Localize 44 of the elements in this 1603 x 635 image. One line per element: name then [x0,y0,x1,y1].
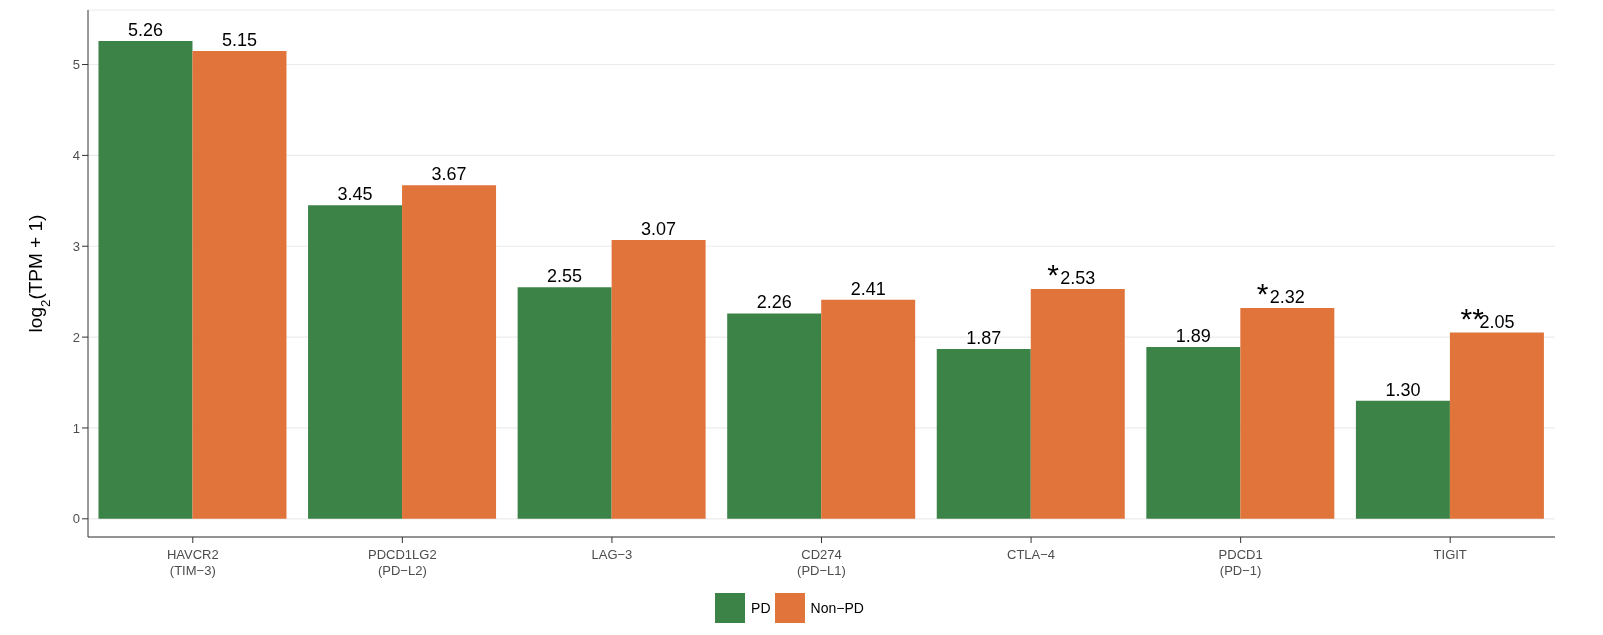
data-label: 2.55 [547,266,583,287]
legend-label: PD [751,600,771,616]
data-label: 1.87 [966,327,1002,348]
data-label: 3.07 [641,218,677,239]
x-tick-label: PDCD1LG2 (PD−L2) [368,547,437,578]
bar [1355,400,1450,519]
bar [402,185,497,519]
y-tick-label: 4 [72,147,80,163]
data-label: 1.30 [1385,379,1421,400]
bar [936,348,1031,519]
bar [517,287,612,519]
bar [1240,308,1335,519]
y-tick-label: 1 [72,420,80,436]
data-label: 2.53 [1060,267,1096,288]
annotation: * [1047,257,1060,291]
data-label: 1.89 [1175,326,1211,347]
bar [1146,347,1241,519]
y-tick-label: 2 [72,329,80,345]
annotation: * [1256,277,1269,311]
data-label: 2.26 [756,292,792,313]
bar [308,205,403,519]
x-tick-label: TIGIT [1433,547,1467,562]
data-label: 3.67 [431,164,467,185]
legend-label: Non−PD [810,600,864,616]
bar [821,299,916,519]
data-label: 5.26 [127,19,163,40]
bar [611,239,706,519]
x-tick-label: LAG−3 [591,547,633,562]
x-tick-label: CD274 (PD−L1) [797,547,846,578]
data-label: 2.41 [850,278,886,299]
x-tick-label: CTLA−4 [1007,547,1056,562]
y-tick-label: 5 [72,57,80,73]
y-tick-label: 0 [72,511,80,527]
bar [1030,288,1125,519]
bar [98,40,193,519]
data-label: 3.45 [337,184,373,205]
y-tick-label: 3 [72,238,80,254]
bar [1449,332,1544,519]
bar [727,313,822,519]
bar [192,50,287,519]
data-label: 5.15 [221,29,257,50]
x-tick-label: HAVCR2 (TIM−3) [166,547,219,578]
x-tick-label: PDCD1 (PD−1) [1218,547,1263,578]
data-label: 2.32 [1269,287,1305,308]
